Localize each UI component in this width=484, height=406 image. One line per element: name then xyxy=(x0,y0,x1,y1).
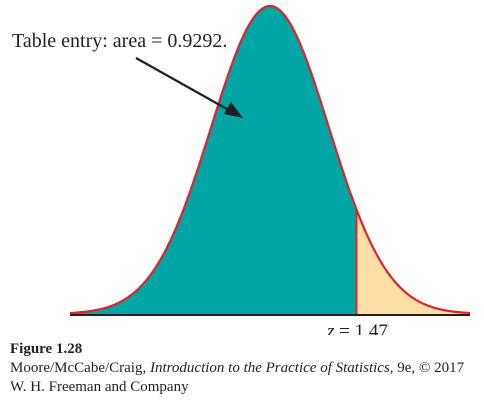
z-value-text: = 1.47 xyxy=(334,321,387,335)
z-variable: z xyxy=(326,321,335,335)
caption-authors: Moore/McCabe/Craig, xyxy=(10,360,150,376)
normal-curve-figure: Table entry: area = 0.9292. z = 1.47 xyxy=(12,4,471,335)
caption-book-title: Introduction to the Practice of Statisti… xyxy=(149,360,390,376)
right-tail-area xyxy=(356,209,470,314)
arrow-head-icon xyxy=(224,102,243,118)
caption-credit: Moore/McCabe/Craig, Introduction to the … xyxy=(10,359,482,397)
caption-edition: , 9e, © 2017 W. H. Freeman and Company xyxy=(10,360,465,395)
left-shaded-area xyxy=(70,6,357,314)
normal-density-curve xyxy=(69,4,471,315)
area-annotation: Table entry: area = 0.9292. xyxy=(12,30,227,52)
z-value-label: z = 1.47 xyxy=(326,321,388,335)
annotation-arrow xyxy=(135,57,235,114)
figure-caption: Figure 1.28 Moore/McCabe/Craig, Introduc… xyxy=(10,340,482,397)
caption-title: Figure 1.28 xyxy=(10,341,83,357)
